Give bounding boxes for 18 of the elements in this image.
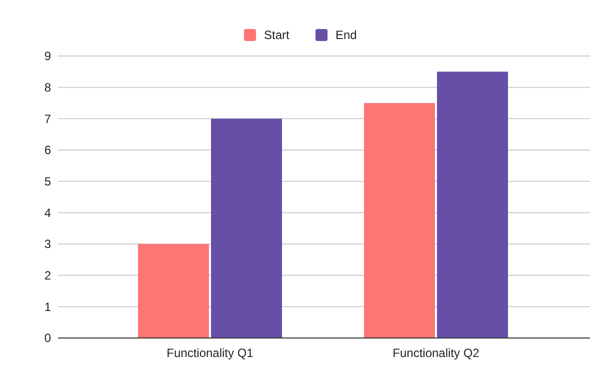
bar bbox=[437, 72, 508, 338]
legend-label: End bbox=[336, 28, 357, 42]
y-tick-label: 7 bbox=[44, 112, 52, 126]
y-tick-label: 2 bbox=[44, 268, 52, 283]
legend-label: Start bbox=[264, 28, 290, 42]
x-tick-label: Functionality Q1 bbox=[166, 346, 254, 360]
y-tick-label: 8 bbox=[44, 80, 52, 95]
y-tick-label: 6 bbox=[44, 143, 52, 158]
x-tick-label: Functionality Q2 bbox=[392, 346, 480, 360]
y-tick-label: 4 bbox=[44, 206, 52, 220]
bar bbox=[138, 244, 209, 338]
bar bbox=[211, 118, 282, 338]
y-tick-label: 1 bbox=[44, 300, 52, 314]
y-tick-label: 9 bbox=[44, 49, 52, 64]
y-tick-label: 0 bbox=[44, 331, 52, 346]
bar bbox=[364, 103, 435, 338]
y-tick-label: 3 bbox=[44, 237, 52, 252]
y-tick-label: 5 bbox=[44, 174, 52, 189]
